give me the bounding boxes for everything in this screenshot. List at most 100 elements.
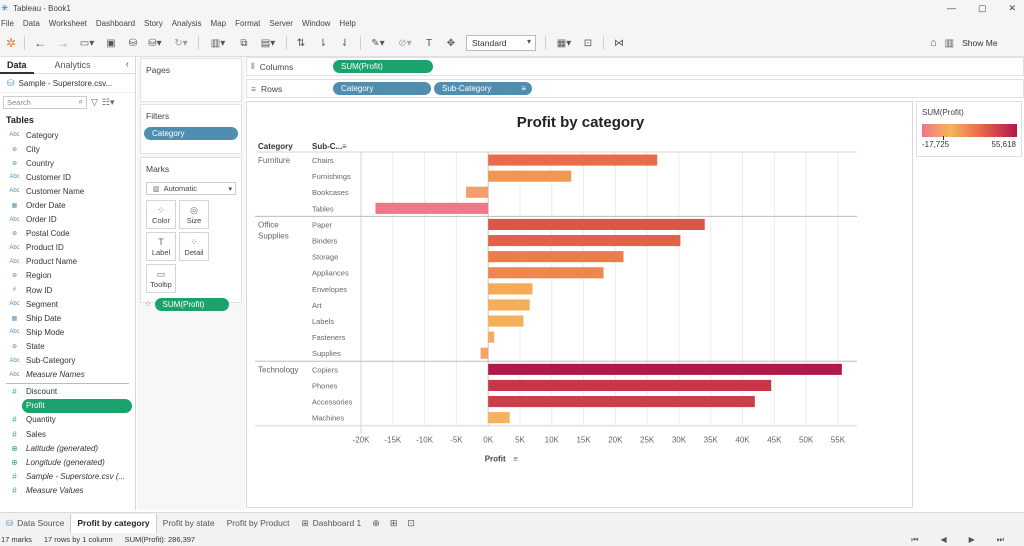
dimension-order-date[interactable]: ▦ Order Date <box>0 198 135 212</box>
highlight-icon[interactable]: ✎▾ <box>371 37 385 49</box>
rows-pill-category[interactable]: Category <box>333 82 431 95</box>
columns-shelf[interactable]: ⦀ Columns SUM(Profit) <box>246 57 1024 76</box>
dimension-measure-names[interactable]: Abc Measure Names <box>0 368 135 382</box>
tableau-start-icon[interactable]: ✲ <box>5 36 17 50</box>
next-sheet-icon[interactable]: ▶ <box>968 535 975 544</box>
close-icon[interactable]: ✕ <box>1008 2 1016 13</box>
show-cards-icon[interactable]: ▦▾ <box>556 37 572 49</box>
field-name: Category <box>26 130 59 140</box>
color-button[interactable]: ⁘ Color <box>146 200 176 229</box>
redo-icon[interactable]: → <box>57 36 69 50</box>
menu-format[interactable]: Format <box>235 18 261 28</box>
menu-window[interactable]: Window <box>301 18 331 28</box>
tab-data-source[interactable]: ⛁ Data Source <box>0 514 70 533</box>
menu-data[interactable]: Data <box>22 18 40 28</box>
menu-server[interactable]: Server <box>269 18 293 28</box>
dimension-customer-id[interactable]: Abc Customer ID <box>0 170 135 184</box>
menu-worksheet[interactable]: Worksheet <box>48 18 87 28</box>
rows-pill-sub-category[interactable]: Sub-Category ≡ <box>434 82 532 95</box>
first-sheet-icon[interactable]: ⏮ <box>911 534 919 544</box>
dimension-product-id[interactable]: Abc Product ID <box>0 241 135 255</box>
pause-updates-icon[interactable]: ⛁▾ <box>148 37 162 49</box>
new-worksheet-icon[interactable]: ⊕ <box>372 517 380 528</box>
share-icon[interactable]: ⋈ <box>614 37 624 49</box>
dimension-product-name[interactable]: Abc Product Name <box>0 255 135 269</box>
tab-profit-by-product[interactable]: Profit by Product <box>226 518 290 528</box>
menu-help[interactable]: Help <box>339 18 356 28</box>
new-story-icon[interactable]: ⊡ <box>407 517 415 528</box>
menu-file[interactable]: File <box>1 18 14 28</box>
tab-data[interactable]: Data <box>0 57 34 74</box>
filters-card[interactable]: Filters Category <box>140 104 242 154</box>
menu-dashboard[interactable]: Dashboard <box>95 18 136 28</box>
measure-profit[interactable]: #Profit <box>22 398 132 413</box>
search-input[interactable]: Search ⌕ <box>3 95 87 109</box>
tab-profit-by-category[interactable]: Profit by category <box>70 513 157 533</box>
measure-quantity[interactable]: # Quantity <box>0 413 135 427</box>
tooltip-button[interactable]: ▭ Tooltip <box>146 264 176 293</box>
measure-latitude-generated[interactable]: ⊕ Latitude (generated) <box>0 441 135 455</box>
dimension-country[interactable]: ⊕ Country <box>0 156 135 170</box>
duplicate-icon[interactable]: ⧉ <box>240 37 248 49</box>
tab-profit-by-state[interactable]: Profit by state <box>162 518 215 528</box>
presentation-icon[interactable]: ⊡ <box>583 37 593 49</box>
filter-pill-category[interactable]: Category <box>144 127 238 140</box>
menu-analysis[interactable]: Analysis <box>171 18 202 28</box>
group-icon[interactable]: ⊘▾ <box>398 37 412 49</box>
color-legend[interactable]: SUM(Profit) -17,725 55,618 <box>916 101 1022 157</box>
new-worksheet-icon[interactable]: ▥▾ <box>210 37 226 49</box>
fix-axes-icon[interactable]: ✥ <box>446 37 456 49</box>
show-me-button[interactable]: ⌂ ▥ Show Me <box>930 35 998 51</box>
clear-sheet-icon[interactable]: ▤▾ <box>260 37 276 49</box>
fit-dropdown[interactable]: Standard ▾ <box>466 35 536 51</box>
menu-map[interactable]: Map <box>210 18 227 28</box>
dimension-segment[interactable]: Abc Segment <box>0 297 135 311</box>
dimension-row-id[interactable]: # Row ID <box>0 283 135 297</box>
dimension-ship-date[interactable]: ▦ Ship Date <box>0 311 135 325</box>
dimension-category[interactable]: Abc Category <box>0 128 135 142</box>
dimension-city[interactable]: ⊕ City <box>0 142 135 156</box>
minimize-icon[interactable]: — <box>946 3 956 13</box>
undo-icon[interactable]: ← <box>34 36 46 50</box>
dimension-state[interactable]: ⊕ State <box>0 339 135 353</box>
prev-sheet-icon[interactable]: ◀ <box>940 535 947 544</box>
restore-icon[interactable]: ▢ <box>977 2 987 13</box>
dimension-order-id[interactable]: Abc Order ID <box>0 213 135 227</box>
show-labels-icon[interactable]: T <box>425 37 433 49</box>
rows-shelf[interactable]: ≡ Rows Category Sub-Category ≡ <box>246 79 1024 98</box>
pages-card[interactable]: Pages <box>140 58 242 102</box>
replay-icon[interactable]: ▭▾ <box>79 37 95 49</box>
dimension-customer-name[interactable]: Abc Customer Name <box>0 184 135 198</box>
label-button[interactable]: T Label <box>146 232 176 261</box>
marks-pill-sum-profit[interactable]: SUM(Profit) <box>154 298 229 311</box>
new-datasource-icon[interactable]: ⛁ <box>128 37 138 49</box>
save-icon[interactable]: ▣ <box>106 37 116 49</box>
sort-ascending-icon[interactable]: ⇂ <box>318 37 328 49</box>
dimension-postal-code[interactable]: ⊕ Postal Code <box>0 227 135 241</box>
mark-type-dropdown[interactable]: ▥ Automatic ▾ <box>146 182 236 195</box>
detail-button[interactable]: ⁘ Detail <box>179 232 209 261</box>
new-dashboard-icon[interactable]: ⊞ <box>389 517 398 528</box>
collapse-pane-icon[interactable]: ‹ <box>125 59 129 70</box>
refresh-icon[interactable]: ↻▾ <box>174 37 188 49</box>
dimension-region[interactable]: ⊕ Region <box>0 269 135 283</box>
swap-icon[interactable]: ⇅ <box>296 37 306 49</box>
dimension-sub-category[interactable]: Abc Sub-Category <box>0 354 135 368</box>
measure-sales[interactable]: # Sales <box>0 427 135 441</box>
measure-sample-superstore-csv[interactable]: # Sample - Superstore.csv (... <box>0 469 135 483</box>
dimension-ship-mode[interactable]: Abc Ship Mode <box>0 325 135 339</box>
menu-story[interactable]: Story <box>144 18 163 28</box>
tab-dashboard-1[interactable]: ⊞ Dashboard 1 <box>295 514 367 533</box>
measure-discount[interactable]: # Discount <box>0 385 135 399</box>
columns-pill-sum-profit[interactable]: SUM(Profit) <box>333 60 433 73</box>
view-options-icon[interactable]: ☷▾ <box>101 96 115 107</box>
last-sheet-icon[interactable]: ⏭ <box>996 534 1004 544</box>
sort-descending-icon[interactable]: ⇃ <box>340 37 350 49</box>
datasource-item[interactable]: ⛁ Sample - Superstore.csv... <box>0 74 135 93</box>
filter-fields-icon[interactable]: ▽ <box>91 96 98 107</box>
measure-longitude-generated[interactable]: ⊕ Longitude (generated) <box>0 455 135 469</box>
field-type-icon: ⊕ <box>11 273 18 280</box>
tab-analytics[interactable]: Analytics <box>54 59 91 70</box>
measure-measure-values[interactable]: # Measure Values <box>0 483 135 497</box>
size-button[interactable]: ◎ Size <box>179 200 209 229</box>
